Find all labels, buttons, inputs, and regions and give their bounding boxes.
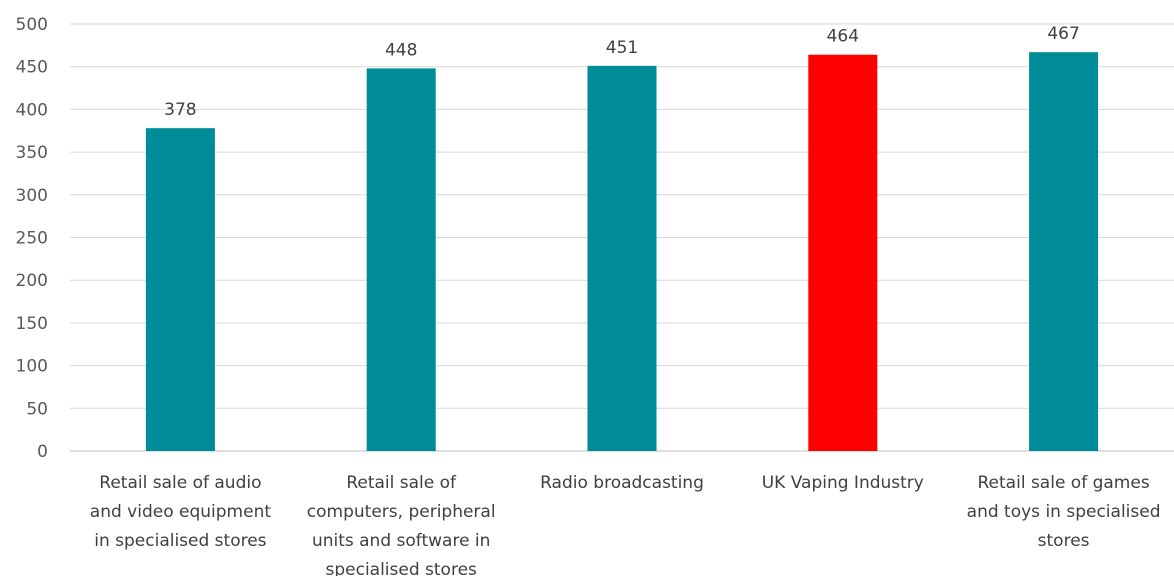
y-tick-label: 50 xyxy=(26,399,48,419)
x-category-label-line: computers, peripheral xyxy=(307,502,496,522)
x-category-label-line: and video equipment xyxy=(90,502,272,522)
y-tick-label: 0 xyxy=(37,442,48,462)
x-axis-category-labels: Retail sale of audio and video equipment i… xyxy=(90,473,1161,576)
x-category-label-line: specialised stores xyxy=(325,560,477,576)
x-category-label-line: stores xyxy=(1038,531,1090,551)
y-tick-label: 250 xyxy=(16,229,48,249)
y-tick-label: 150 xyxy=(16,314,48,334)
x-category-label: Retail sale of audio and video equipment i… xyxy=(90,473,272,551)
x-category-label-line: Radio broadcasting xyxy=(540,473,704,493)
y-tick-label: 450 xyxy=(16,58,48,78)
x-category-label-line: units and software in xyxy=(312,531,491,551)
bar xyxy=(1029,52,1099,451)
bar xyxy=(145,128,215,452)
x-category-label-line: UK Vaping Industry xyxy=(762,473,924,493)
x-category-label: Radio broadcasting xyxy=(540,473,704,493)
y-tick-label: 100 xyxy=(16,357,48,377)
y-tick-label: 350 xyxy=(16,143,48,163)
y-axis-tick-labels: 0 50 100 150 200 250 300 350 400 450 500 xyxy=(16,15,48,462)
bar xyxy=(808,54,878,452)
bars xyxy=(145,52,1099,452)
x-category-label: Retail sale of computers, peripheral units… xyxy=(307,473,496,576)
bar-value-label: 448 xyxy=(385,40,417,60)
x-category-label: UK Vaping Industry xyxy=(762,473,924,493)
x-category-label-line: Retail sale of games xyxy=(978,473,1150,493)
y-tick-label: 300 xyxy=(16,186,48,206)
bar xyxy=(366,68,436,452)
data-labels: 378 448 451 464 467 xyxy=(164,24,1080,120)
x-category-label: Retail sale of games and toys in speciali… xyxy=(967,473,1161,551)
bar-value-label: 378 xyxy=(164,100,196,120)
x-category-label-line: and toys in specialised xyxy=(967,502,1161,522)
bar-value-label: 451 xyxy=(606,38,638,58)
bar xyxy=(587,65,657,451)
y-tick-label: 400 xyxy=(16,100,48,120)
bar-value-label: 464 xyxy=(827,27,859,47)
x-category-label-line: Retail sale of audio xyxy=(99,473,261,493)
x-category-label-line: Retail sale of xyxy=(346,473,457,493)
y-tick-label: 500 xyxy=(16,15,48,35)
x-category-label-line: in specialised stores xyxy=(94,531,266,551)
y-tick-label: 200 xyxy=(16,271,48,291)
bar-value-label: 467 xyxy=(1047,24,1079,44)
